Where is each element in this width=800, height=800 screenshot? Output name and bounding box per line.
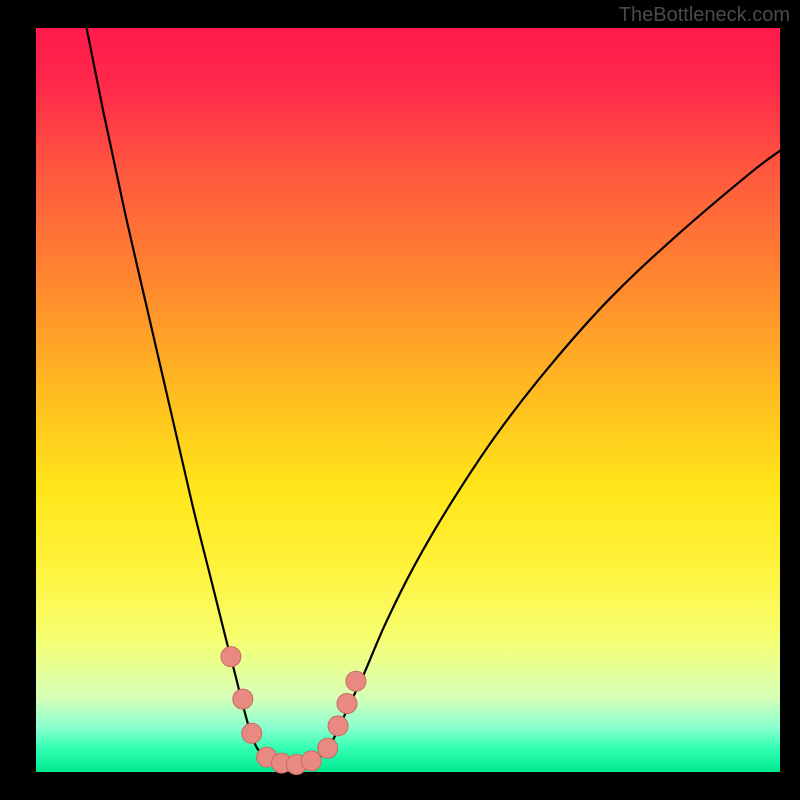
- data-point-marker: [337, 694, 357, 714]
- data-point-marker: [346, 671, 366, 691]
- data-point-marker: [318, 738, 338, 758]
- data-point-marker: [301, 751, 321, 771]
- bottleneck-curve: [87, 28, 780, 765]
- data-point-marker: [242, 723, 262, 743]
- plot-area: [36, 28, 780, 772]
- watermark-text: TheBottleneck.com: [619, 4, 790, 27]
- data-point-marker: [221, 647, 241, 667]
- canvas: TheBottleneck.com: [0, 0, 800, 800]
- data-point-marker: [328, 716, 348, 736]
- data-point-marker: [233, 689, 253, 709]
- curve-layer: [36, 28, 780, 772]
